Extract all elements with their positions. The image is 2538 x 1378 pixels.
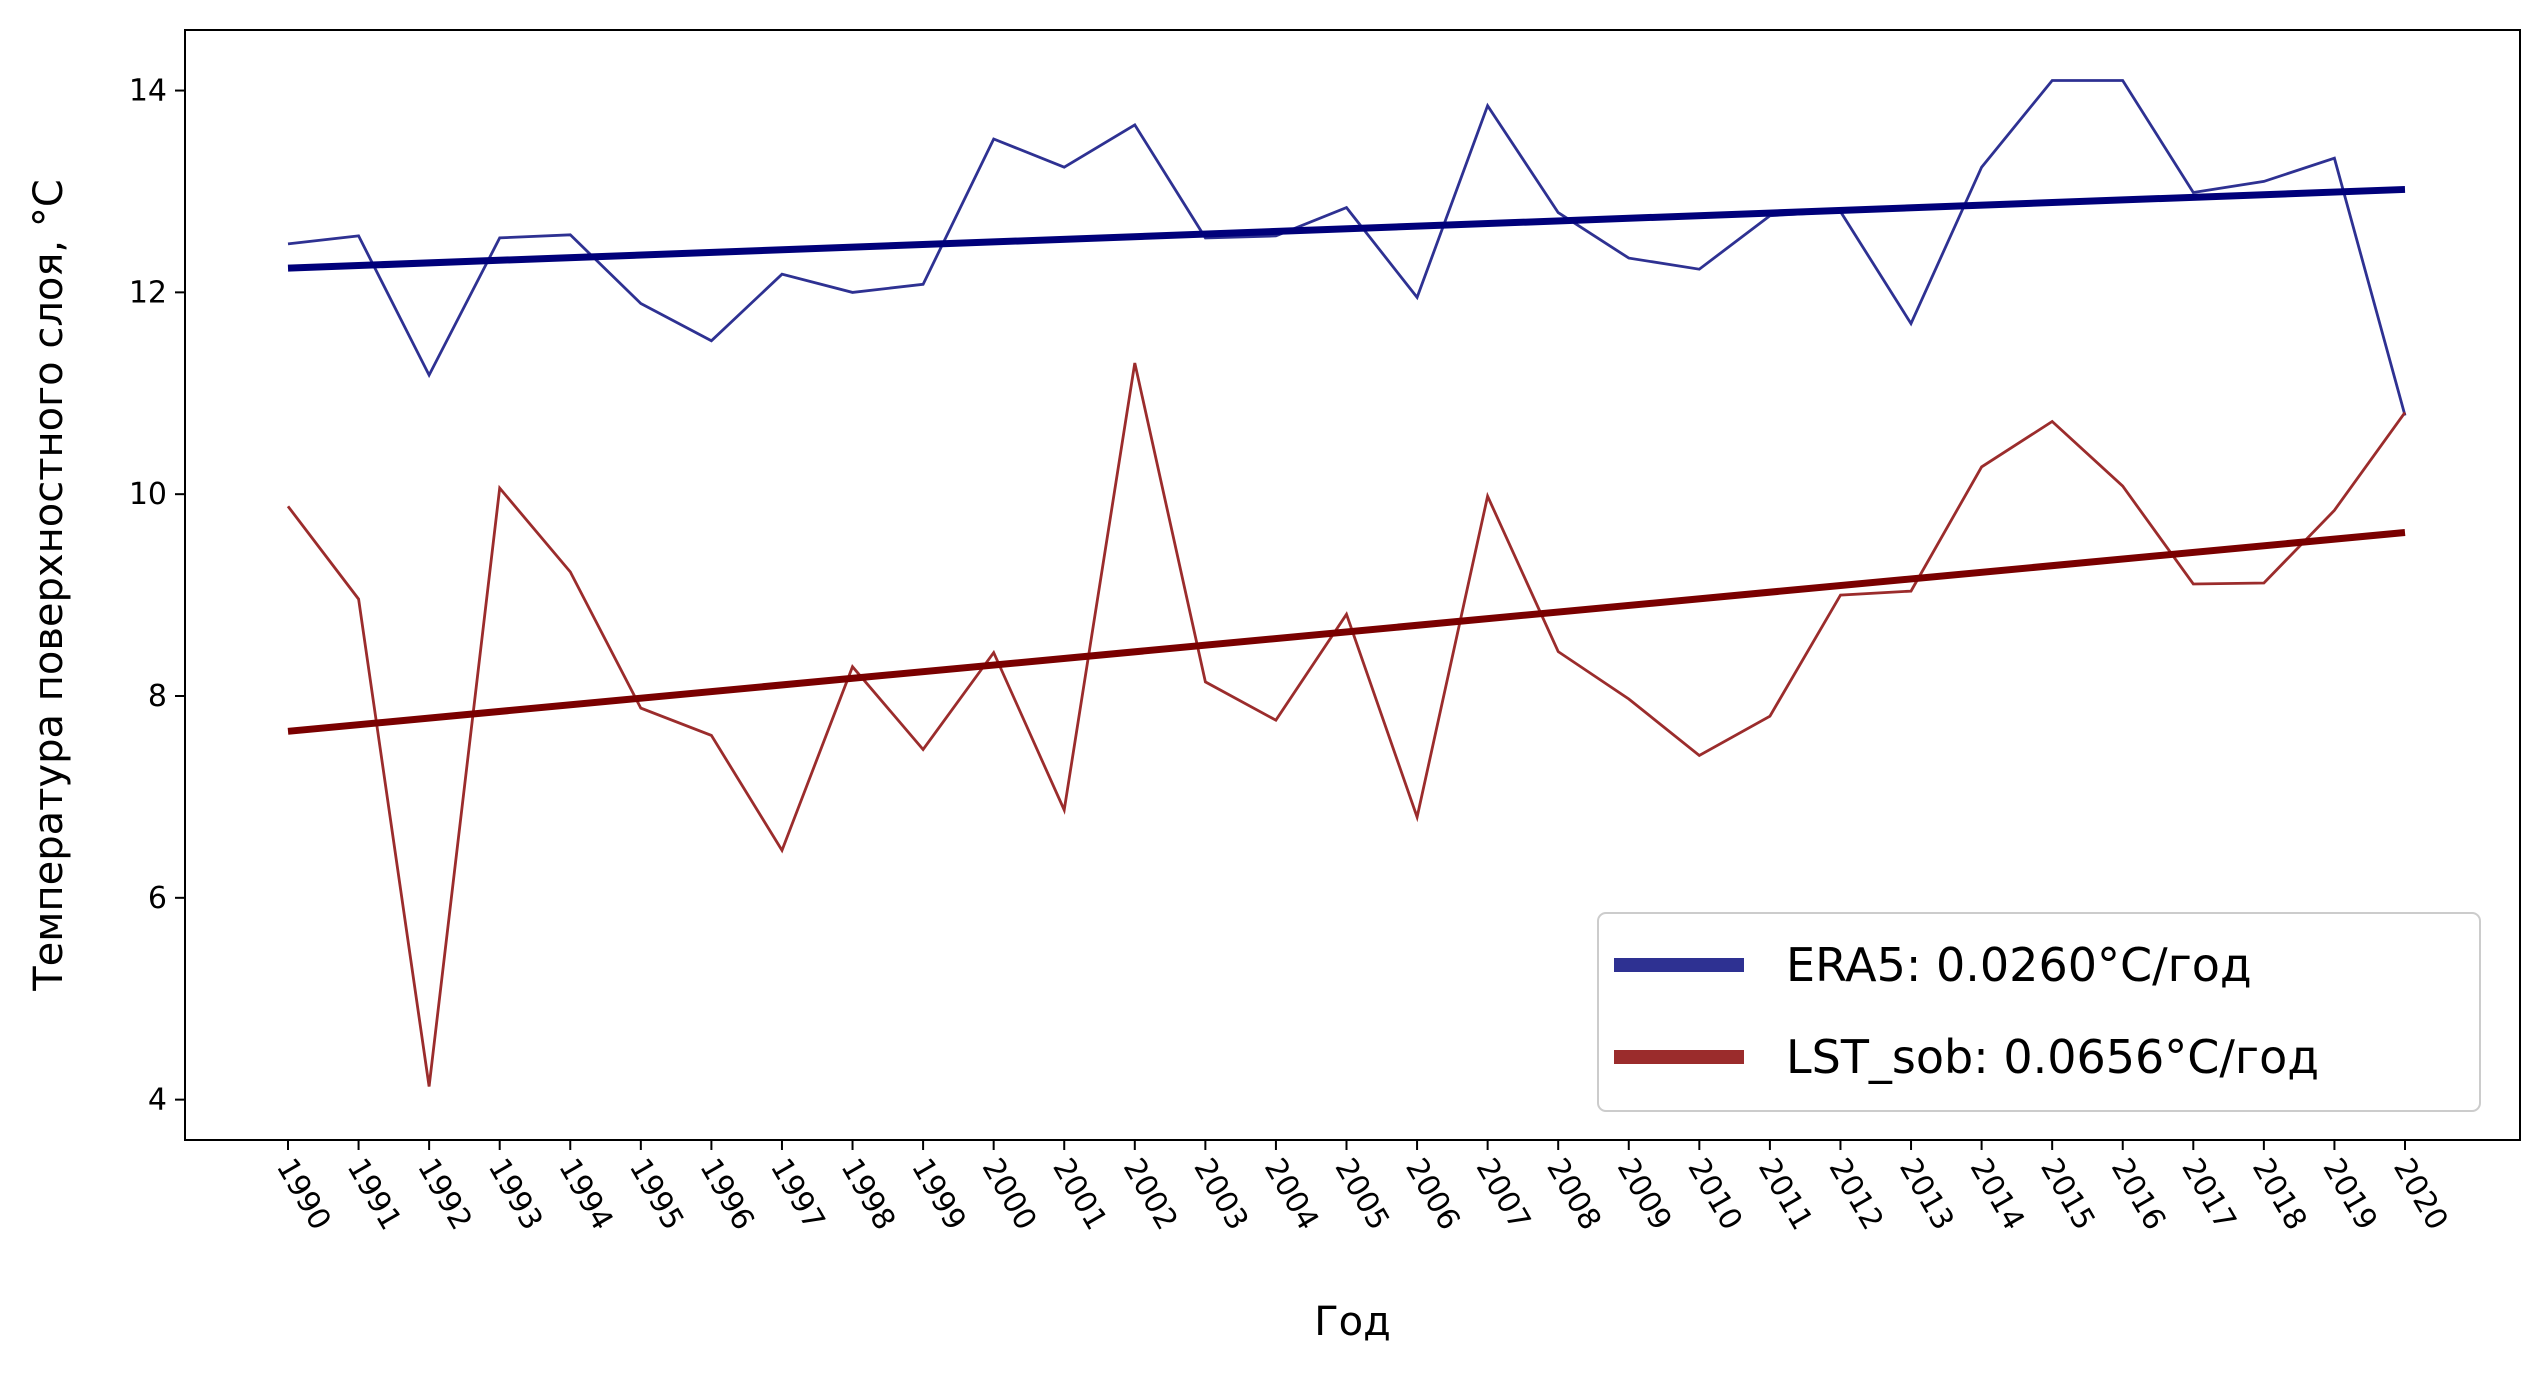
y-tick-label: 4 [148,1083,167,1118]
y-tick-label: 14 [129,74,167,109]
trend-line-era5 [287,185,2406,272]
y-tick-label: 12 [129,275,167,310]
series-line-lst_sob [286,362,2407,1087]
y-tick-label: 8 [148,679,167,714]
series-line-era5 [287,79,2407,416]
y-tick-label: 10 [129,477,167,512]
y-axis-ticks: 4 6 8 10 12 14 [129,74,185,1118]
y-axis-label: Температура поверхностного слоя, °C [26,179,72,992]
trend-line-lst-sob [287,529,2406,735]
plot-area [286,79,2407,1087]
axes-frame [184,29,2521,1141]
legend-label-lst-sob: LST_sob: 0.0656°C/год [1786,1030,2319,1084]
legend-box [1597,912,2481,1112]
legend: ERA5: 0.0260°C/год LST_sob: 0.0656°C/год [1597,912,2481,1112]
legend-label-era5: ERA5: 0.0260°C/год [1786,938,2252,992]
y-tick-label: 6 [148,881,167,916]
x-axis-label: Год [1314,1299,1391,1345]
